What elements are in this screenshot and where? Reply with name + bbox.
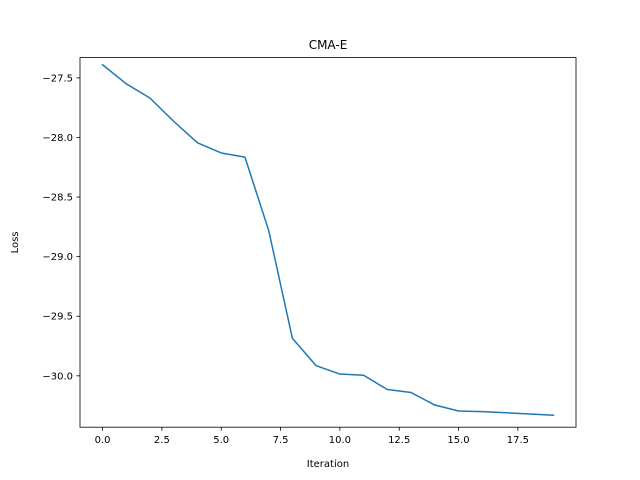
- series-line: [101, 63, 555, 416]
- x-axis: 0.0 2.5 5.0 7.5 10.0 12.5 15.0 17.5: [95, 427, 529, 446]
- plot-frame: [79, 57, 577, 428]
- y-tick-label: −29.0: [42, 252, 73, 263]
- y-axis-label: Loss: [10, 231, 21, 253]
- plot-area: [80, 57, 576, 428]
- x-tick-label: 0.0: [95, 435, 111, 446]
- x-tick-label: 7.5: [273, 435, 289, 446]
- x-tick-label: 2.5: [154, 435, 170, 446]
- series-layer: [101, 63, 555, 416]
- y-tick-label: −29.5: [42, 312, 73, 323]
- x-tick-label: 10.0: [329, 435, 351, 446]
- y-tick-label: −30.0: [42, 371, 73, 382]
- x-tick-label: 12.5: [388, 435, 410, 446]
- x-tick-label: 5.0: [213, 435, 229, 446]
- y-axis: −27.5 −28.0 −28.5 −29.0 −29.5 −30.0: [42, 73, 80, 382]
- y-tick-label: −28.5: [42, 193, 73, 204]
- y-tick-label: −27.5: [42, 73, 73, 84]
- chart-title: CMA-E: [309, 38, 348, 52]
- y-tick-label: −28.0: [42, 133, 73, 144]
- x-tick-label: 17.5: [507, 435, 529, 446]
- x-axis-label: Iteration: [307, 459, 349, 470]
- x-tick-label: 15.0: [447, 435, 469, 446]
